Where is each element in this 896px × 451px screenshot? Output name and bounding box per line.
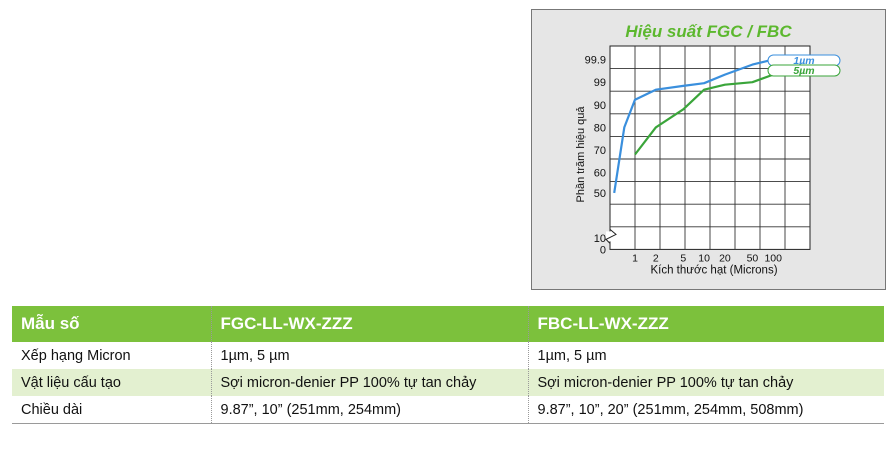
row-label: Vật liệu cấu tạo xyxy=(12,369,211,396)
x-tick-label: 1 xyxy=(632,252,638,264)
legend-label: 5µm xyxy=(793,65,814,77)
table-row: Chiều dài 9.87”, 10” (251mm, 254mm) 9.87… xyxy=(12,396,884,424)
legend-pill xyxy=(767,64,841,77)
cell-fgc: Sợi micron-denier PP 100% tự tan chảy xyxy=(210,369,528,396)
y-tick-label: 70 xyxy=(594,145,606,157)
axis-break-bg xyxy=(606,231,614,242)
cell-fbc: 9.87”, 10”, 20” (251mm, 254mm, 508mm) xyxy=(527,396,884,424)
x-tick-label: 50 xyxy=(747,252,759,264)
series-line-1um xyxy=(613,58,774,194)
cell-fgc: 1µm, 5 µm xyxy=(210,342,528,369)
header-model: Mẫu số xyxy=(12,306,211,342)
row-label: Chiều dài xyxy=(12,396,211,424)
spec-table: Mẫu số FGC-LL-WX-ZZZ FBC-LL-WX-ZZZ Xếp h… xyxy=(12,306,884,424)
table-row: Xếp hạng Micron 1µm, 5 µm 1µm, 5 µm xyxy=(12,342,884,369)
y-tick-label: 90 xyxy=(594,100,606,112)
x-tick-label: 5 xyxy=(680,252,686,264)
legend-label: 1µm xyxy=(793,55,814,67)
table-header-row: Mẫu số FGC-LL-WX-ZZZ FBC-LL-WX-ZZZ xyxy=(12,306,884,342)
y-axis-label: Phần trăm hiệu quả xyxy=(575,106,587,203)
y-tick-label: 80 xyxy=(594,122,606,134)
axis-break xyxy=(605,229,617,244)
header-fbc: FBC-LL-WX-ZZZ xyxy=(527,306,884,342)
series-line-5um xyxy=(634,73,774,156)
x-tick-label: 20 xyxy=(719,252,731,264)
x-tick-label: 2 xyxy=(653,252,659,264)
x-axis-label: Kích thước hạt (Microns) xyxy=(650,264,777,276)
chart-title: Hiệu suất FGC / FBC xyxy=(625,22,792,41)
cell-fbc: 1µm, 5 µm xyxy=(527,342,884,369)
x-tick-label: 10 xyxy=(698,252,710,264)
cell-fbc: Sợi micron-denier PP 100% tự tan chảy xyxy=(527,369,884,396)
y-tick-label: 99 xyxy=(594,77,606,89)
y-tick-label: 99.9 xyxy=(585,55,606,67)
x-tick-label: 100 xyxy=(764,252,782,264)
y-tick-label: 10 xyxy=(594,233,606,245)
y-tick-label: 0 xyxy=(600,244,606,256)
cell-fgc: 9.87”, 10” (251mm, 254mm) xyxy=(210,396,528,424)
efficiency-chart: Hiệu suất FGC / FBC 0 10 50 60 70 80 90 99 99.9 1… xyxy=(531,9,886,290)
table-row: Vật liệu cấu tạo Sợi micron-denier PP 10… xyxy=(12,369,884,396)
row-label: Xếp hạng Micron xyxy=(21,347,131,364)
y-tick-label: 50 xyxy=(594,188,606,200)
y-tick-label: 60 xyxy=(594,168,606,180)
header-fgc: FGC-LL-WX-ZZZ xyxy=(210,306,528,342)
